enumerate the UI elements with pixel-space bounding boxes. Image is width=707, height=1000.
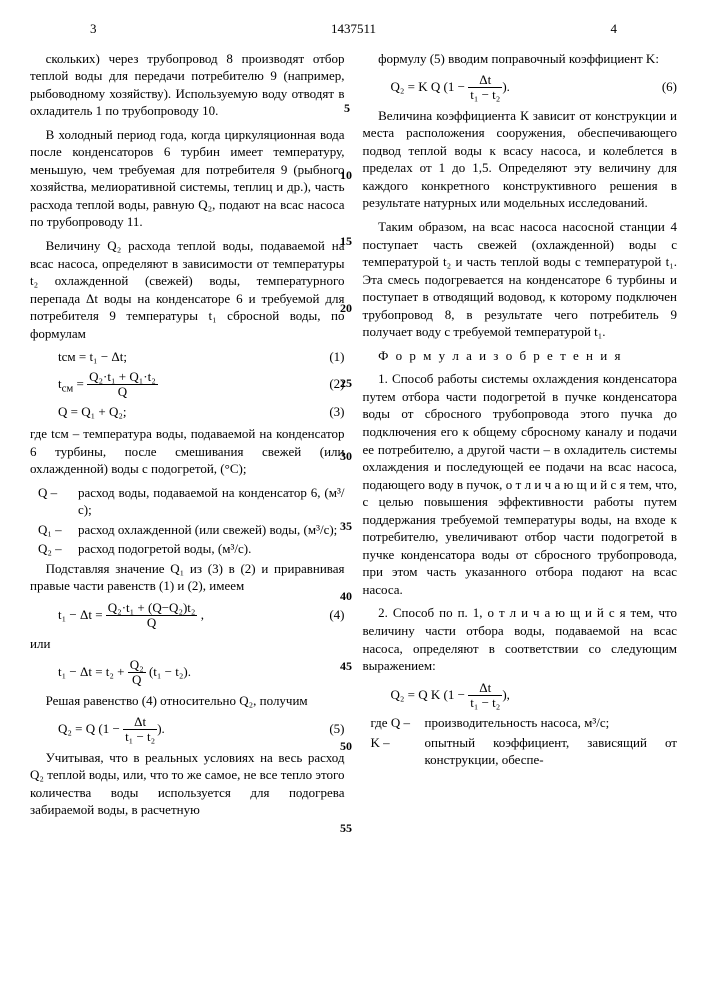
- where-clause: где tсм – температура воды, подаваемой н…: [30, 425, 345, 478]
- para: Величина коэффициента К зависит от конст…: [363, 107, 678, 212]
- equation-4b: t₁ − Δt = t₂ + Q₂Q (t₁ − t₂).: [58, 658, 345, 688]
- equation-2: tсм = Q₂·t₁ + Q₁·t₂Q (2): [58, 370, 345, 400]
- left-column: скольких) через трубопровод 8 производят…: [30, 50, 345, 825]
- para: Подставляя значение Q₁ из (3) в (2) и пр…: [30, 560, 345, 595]
- equation-4: t₁ − Δt = Q₂·t₁ + (Q−Q₂)t₂Q , (4): [58, 601, 345, 631]
- line-num-50: 50: [340, 738, 352, 754]
- line-num-25: 25: [340, 375, 352, 391]
- equation-1: tсм = t₁ − Δt; (1): [58, 348, 345, 366]
- para: скольких) через трубопровод 8 производят…: [30, 50, 345, 120]
- equation-6: Q₂ = K Q (1 − Δtt₁ − t₂). (6): [391, 73, 678, 103]
- page-header: 3 1437511 4: [30, 20, 677, 38]
- page-num-left: 3: [90, 20, 97, 38]
- page-num-right: 4: [611, 20, 618, 38]
- para: Решая равенство (4) относительно Q₂, пол…: [30, 692, 345, 710]
- equation-claim: Q₂ = Q K (1 − Δtt₁ − t₂),: [391, 681, 678, 711]
- line-num-40: 40: [340, 588, 352, 604]
- para: В холодный период года, когда циркуляцио…: [30, 126, 345, 231]
- def-list: Q –расход воды, подаваемой на конденсато…: [38, 484, 345, 558]
- line-num-30: 30: [340, 448, 352, 464]
- para: Учитывая, что в реальных условиях на вес…: [30, 749, 345, 819]
- def-list-claim: где Q –производительность насоса, м³/с; …: [371, 714, 678, 769]
- line-num-5: 5: [344, 100, 350, 116]
- line-num-45: 45: [340, 658, 352, 674]
- doc-number: 1437511: [331, 20, 376, 38]
- claims-title: Ф о р м у л а и з о б р е т е н и я: [363, 347, 678, 365]
- line-num-20: 20: [340, 300, 352, 316]
- equation-3: Q = Q₁ + Q₂; (3): [58, 403, 345, 421]
- line-num-35: 35: [340, 518, 352, 534]
- or-text: или: [30, 635, 345, 653]
- line-num-55: 55: [340, 820, 352, 836]
- para: формулу (5) вводим поправочный коэффицие…: [363, 50, 678, 68]
- claim-1: 1. Способ работы системы охлаждения конд…: [363, 370, 678, 598]
- para: Величину Q₂ расхода теплой воды, подавае…: [30, 237, 345, 342]
- line-num-15: 15: [340, 233, 352, 249]
- para: Таким образом, на всас насоса насосной с…: [363, 218, 678, 341]
- right-column: формулу (5) вводим поправочный коэффицие…: [363, 50, 678, 825]
- equation-5: Q₂ = Q (1 − Δtt₁ − t₂). (5): [58, 715, 345, 745]
- line-num-10: 10: [340, 167, 352, 183]
- claim-2: 2. Способ по п. 1, о т л и ч а ю щ и й с…: [363, 604, 678, 674]
